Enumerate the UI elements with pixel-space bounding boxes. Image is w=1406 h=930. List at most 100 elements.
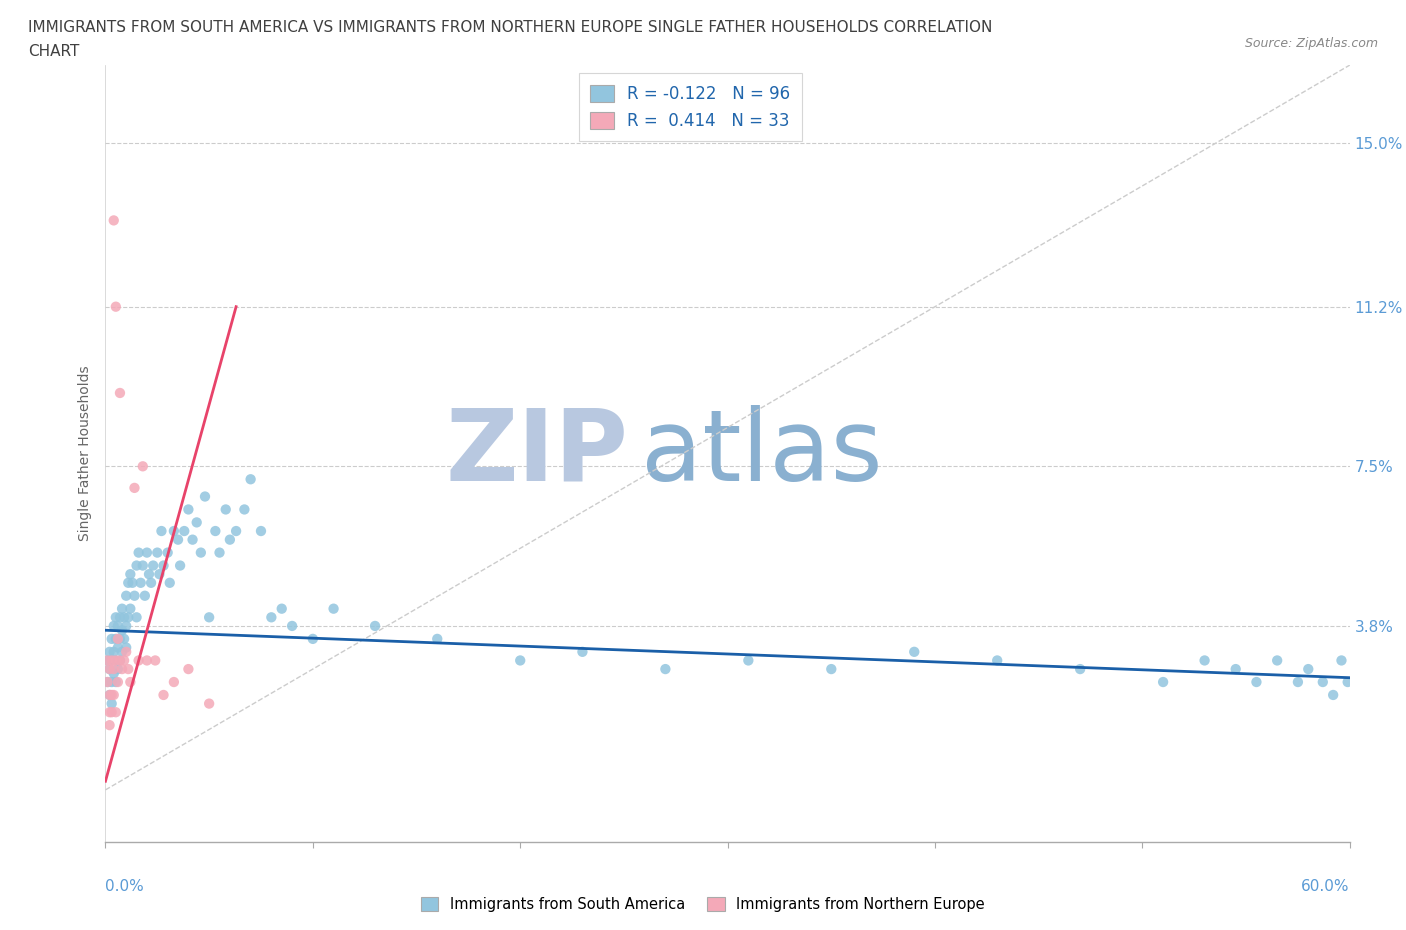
Legend: R = -0.122   N = 96, R =  0.414   N = 33: R = -0.122 N = 96, R = 0.414 N = 33 xyxy=(579,73,801,141)
Point xyxy=(108,386,131,401)
Text: Source: ZipAtlas.com: Source: ZipAtlas.com xyxy=(1244,37,1378,50)
Point xyxy=(108,631,131,646)
Point xyxy=(1337,674,1360,689)
Legend: Immigrants from South America, Immigrants from Northern Europe: Immigrants from South America, Immigrant… xyxy=(415,891,991,918)
Point xyxy=(737,653,759,668)
Point xyxy=(96,674,118,689)
Point xyxy=(121,576,143,591)
Point xyxy=(96,674,118,689)
Point xyxy=(148,566,170,581)
Point xyxy=(143,653,166,668)
Point xyxy=(128,653,150,668)
Point xyxy=(204,524,226,538)
Point xyxy=(100,674,122,689)
Point xyxy=(1312,674,1334,689)
Point xyxy=(100,687,122,702)
Point xyxy=(115,640,138,655)
Point xyxy=(426,631,449,646)
Point xyxy=(1069,661,1091,676)
Point xyxy=(129,576,152,591)
Point xyxy=(1265,653,1288,668)
Point xyxy=(124,589,146,604)
Point xyxy=(107,674,129,689)
Point xyxy=(104,610,127,625)
Point xyxy=(136,653,159,668)
Point xyxy=(96,653,118,668)
Point xyxy=(208,545,231,560)
Point xyxy=(215,502,238,517)
Point xyxy=(233,502,256,517)
Point xyxy=(132,458,155,473)
Point xyxy=(98,687,121,702)
Point xyxy=(903,644,925,659)
Text: atlas: atlas xyxy=(641,405,882,502)
Point xyxy=(194,489,217,504)
Point xyxy=(98,687,121,702)
Point xyxy=(146,545,169,560)
Point xyxy=(163,674,186,689)
Point xyxy=(108,653,131,668)
Point xyxy=(111,661,134,676)
Point xyxy=(181,532,204,547)
Point xyxy=(103,666,125,681)
Point xyxy=(104,631,127,646)
Point xyxy=(1296,661,1319,676)
Point xyxy=(98,705,121,720)
Point xyxy=(100,705,122,720)
Point xyxy=(104,299,127,314)
Point xyxy=(115,644,138,659)
Point xyxy=(190,545,212,560)
Point xyxy=(115,618,138,633)
Point xyxy=(125,558,148,573)
Point xyxy=(124,481,146,496)
Point xyxy=(364,618,387,633)
Point xyxy=(186,515,208,530)
Point xyxy=(138,566,160,581)
Point xyxy=(250,524,273,538)
Point xyxy=(100,631,122,646)
Point xyxy=(156,545,179,560)
Point xyxy=(152,558,174,573)
Point xyxy=(260,610,283,625)
Point xyxy=(173,524,195,538)
Text: IMMIGRANTS FROM SOUTH AMERICA VS IMMIGRANTS FROM NORTHERN EUROPE SINGLE FATHER H: IMMIGRANTS FROM SOUTH AMERICA VS IMMIGRA… xyxy=(28,20,993,35)
Point xyxy=(120,674,142,689)
Point xyxy=(1330,653,1353,668)
Point xyxy=(177,502,200,517)
Point xyxy=(1286,674,1309,689)
Point xyxy=(103,644,125,659)
Point xyxy=(169,558,191,573)
Point xyxy=(120,566,142,581)
Point xyxy=(96,653,118,668)
Point xyxy=(136,545,159,560)
Text: CHART: CHART xyxy=(28,44,80,59)
Point xyxy=(103,661,125,676)
Point xyxy=(104,653,127,668)
Point xyxy=(152,687,174,702)
Point xyxy=(120,602,142,617)
Point xyxy=(134,589,156,604)
Point xyxy=(100,697,122,711)
Point xyxy=(107,661,129,676)
Point xyxy=(125,610,148,625)
Point xyxy=(322,602,344,617)
Point xyxy=(167,532,190,547)
Point xyxy=(103,213,125,228)
Point xyxy=(281,618,304,633)
Point xyxy=(571,644,593,659)
Point xyxy=(108,653,131,668)
Point xyxy=(111,602,134,617)
Point xyxy=(98,644,121,659)
Point xyxy=(132,558,155,573)
Point xyxy=(1194,653,1216,668)
Text: ZIP: ZIP xyxy=(446,405,628,502)
Point xyxy=(115,589,138,604)
Point xyxy=(219,532,242,547)
Point xyxy=(103,618,125,633)
Point xyxy=(142,558,165,573)
Point xyxy=(1246,674,1268,689)
Point xyxy=(112,631,135,646)
Point xyxy=(107,631,129,646)
Point xyxy=(1322,687,1344,702)
Point xyxy=(986,653,1008,668)
